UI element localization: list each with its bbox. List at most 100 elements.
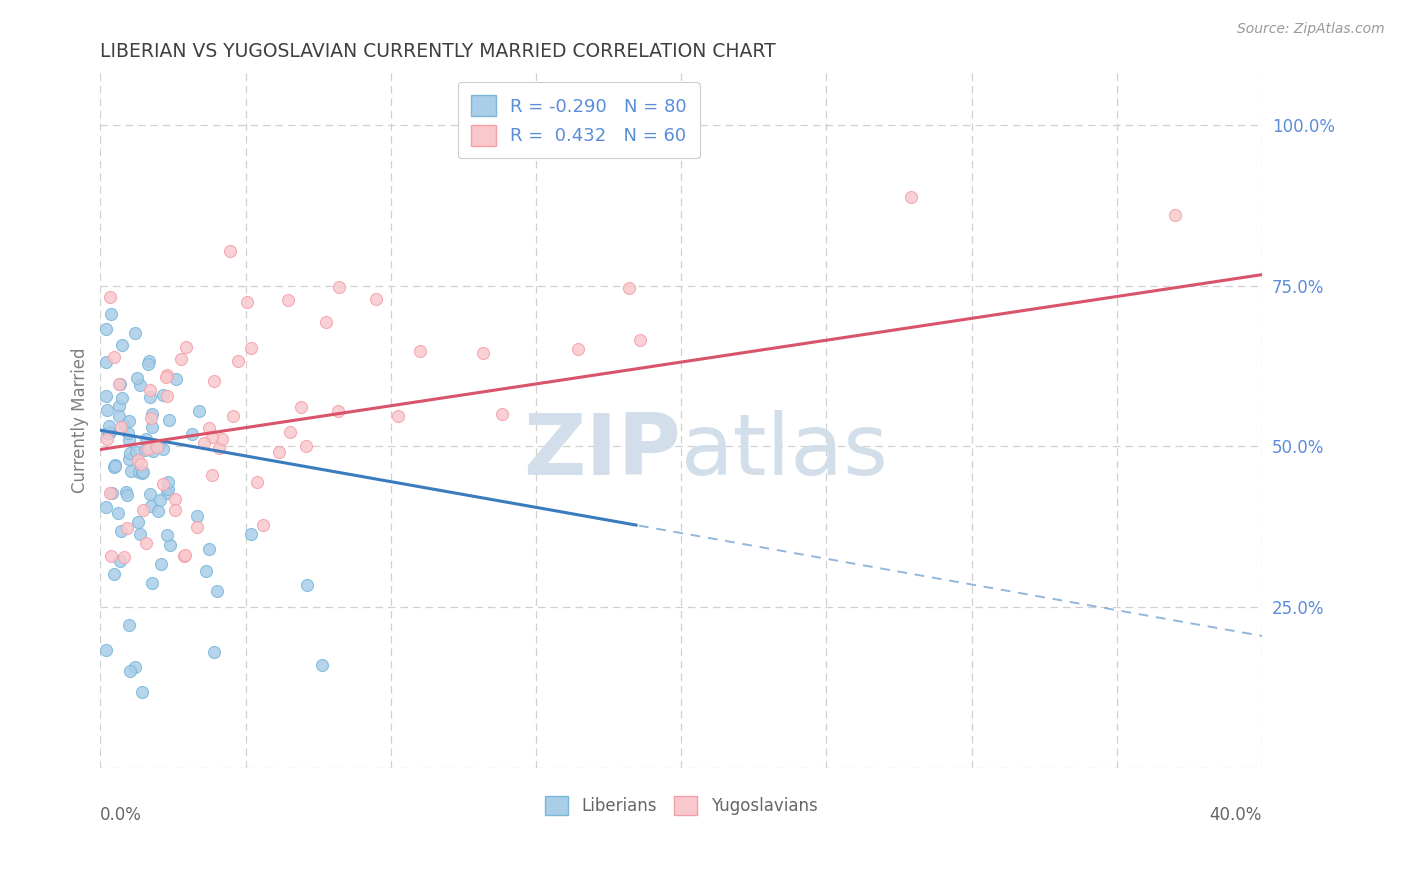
Point	[124, 326, 146, 340]
Point	[163, 491, 186, 506]
Text: LIBERIAN VS YUGOSLAVIAN CURRENTLY MARRIED CORRELATION CHART: LIBERIAN VS YUGOSLAVIAN CURRENTLY MARRIE…	[100, 42, 776, 61]
Point	[491, 407, 513, 421]
Point	[201, 467, 224, 482]
Point	[239, 342, 262, 356]
Point	[152, 388, 174, 402]
Point	[156, 475, 179, 489]
Text: Source: ZipAtlas.com: Source: ZipAtlas.com	[1237, 22, 1385, 37]
Point	[118, 445, 141, 459]
Point	[107, 400, 129, 414]
Point	[315, 315, 337, 329]
Point	[148, 438, 170, 452]
Point	[115, 521, 138, 535]
Point	[98, 486, 121, 500]
Point	[135, 536, 157, 550]
Point	[131, 685, 153, 699]
Point	[110, 377, 132, 392]
Point	[129, 526, 152, 541]
Point	[186, 520, 208, 534]
Point	[208, 441, 231, 455]
Point	[409, 344, 432, 359]
Point	[202, 645, 225, 659]
Point	[118, 618, 141, 632]
Point	[156, 368, 179, 382]
Point	[132, 465, 155, 479]
Point	[142, 443, 165, 458]
Point	[141, 420, 163, 434]
Point	[201, 430, 224, 444]
Point	[156, 486, 179, 500]
Point	[472, 346, 495, 360]
Point	[132, 502, 155, 516]
Point	[387, 409, 409, 424]
Text: atlas: atlas	[681, 410, 889, 493]
Point	[98, 289, 121, 303]
Point	[198, 421, 221, 435]
Point	[120, 464, 142, 478]
Point	[165, 503, 187, 517]
Point	[311, 658, 333, 673]
Point	[188, 404, 211, 418]
Point	[277, 293, 299, 307]
Point	[100, 486, 122, 500]
Point	[100, 425, 122, 439]
Point	[226, 354, 249, 368]
Point	[141, 500, 163, 514]
Point	[100, 549, 122, 563]
Point	[198, 542, 221, 557]
Point	[152, 442, 174, 456]
Point	[141, 576, 163, 591]
Point	[118, 433, 141, 447]
Point	[149, 558, 172, 572]
Point	[278, 425, 301, 439]
Y-axis label: Currently Married: Currently Married	[72, 348, 89, 493]
Point	[112, 549, 135, 564]
Point	[96, 500, 118, 514]
Point	[98, 425, 121, 440]
Point	[138, 354, 160, 368]
Point	[127, 453, 149, 467]
Point	[159, 538, 181, 552]
Point	[157, 412, 180, 426]
Point	[146, 440, 169, 454]
Point	[110, 524, 132, 538]
Point	[96, 643, 118, 657]
Point	[96, 355, 118, 369]
Point	[141, 411, 163, 425]
Point	[222, 409, 245, 423]
Point	[96, 432, 118, 446]
Point	[219, 244, 242, 259]
Point	[173, 549, 195, 564]
Point	[125, 445, 148, 459]
Point	[156, 389, 179, 403]
Point	[186, 509, 208, 524]
Point	[149, 492, 172, 507]
Point	[127, 516, 149, 530]
Point	[128, 465, 150, 479]
Point	[194, 564, 217, 578]
Point	[174, 549, 197, 563]
Text: 40.0%: 40.0%	[1209, 805, 1263, 824]
Point	[108, 377, 131, 392]
Point	[900, 190, 922, 204]
Point	[110, 419, 132, 434]
Point	[328, 280, 350, 294]
Point	[136, 357, 159, 371]
Point	[96, 389, 118, 403]
Point	[107, 506, 129, 520]
Point	[240, 526, 263, 541]
Point	[134, 443, 156, 458]
Text: ZIP: ZIP	[523, 410, 681, 493]
Point	[1164, 208, 1187, 222]
Point	[290, 400, 312, 414]
Point	[135, 432, 157, 446]
Point	[180, 426, 202, 441]
Point	[156, 483, 179, 497]
Text: 0.0%: 0.0%	[100, 805, 142, 824]
Point	[628, 333, 651, 347]
Point	[294, 439, 316, 453]
Point	[108, 409, 131, 423]
Point	[295, 578, 318, 592]
Point	[115, 488, 138, 502]
Point	[103, 460, 125, 475]
